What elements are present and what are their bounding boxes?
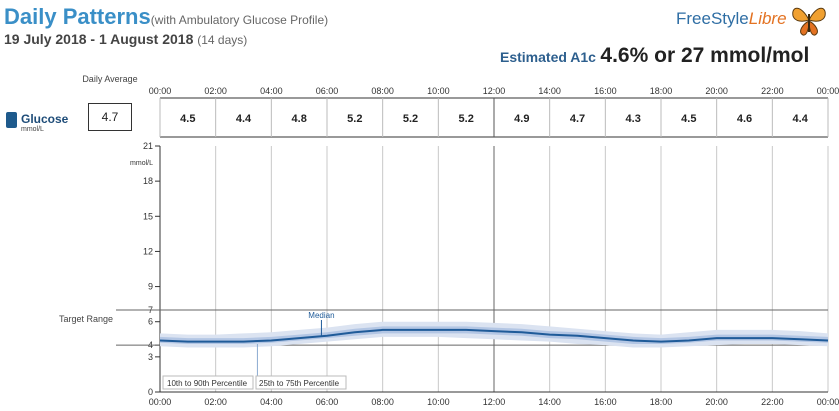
x-tick-label-bottom: 10:00 xyxy=(427,397,450,407)
percentile-25-75-box xyxy=(255,375,347,390)
y-tick-label: 15 xyxy=(143,211,153,221)
brand-main: FreeStyle xyxy=(676,9,749,28)
x-tick-label-top: 06:00 xyxy=(316,86,339,96)
x-tick-label-top: 22:00 xyxy=(761,86,784,96)
y-tick-label: 18 xyxy=(143,176,153,186)
hourly-average-value: 4.9 xyxy=(514,113,529,125)
x-tick-label-bottom: 00:00 xyxy=(817,397,839,407)
hourly-average-value: 4.6 xyxy=(737,113,752,125)
y-tick-label: 0 xyxy=(148,387,153,397)
y-unit-label: mmol/L xyxy=(130,160,153,167)
median-line xyxy=(159,328,829,343)
percentile-25-75-annotation: 25th to 75th Percentile xyxy=(259,379,340,388)
days-count: (14 days) xyxy=(197,33,248,47)
x-tick-label-top: 20:00 xyxy=(705,86,728,96)
date-range-text: 19 July 2018 - 1 August 2018 xyxy=(4,31,194,47)
glucose-label: Glucose xyxy=(21,112,69,126)
hourly-average-value: 4.5 xyxy=(681,113,696,125)
daily-average-value: 4.7 xyxy=(88,103,132,131)
x-tick-label-bottom: 22:00 xyxy=(761,397,784,407)
band-25-75-percentile xyxy=(160,326,828,344)
x-tick-label-top: 00:00 xyxy=(149,86,172,96)
hourly-average-value: 4.8 xyxy=(292,113,307,125)
hourly-average-value: 5.2 xyxy=(403,113,418,125)
hourly-average-value: 4.4 xyxy=(236,113,252,125)
x-tick-label-bottom: 04:00 xyxy=(260,397,283,407)
y-tick-label: 3 xyxy=(148,352,153,362)
butterfly-icon xyxy=(792,7,826,36)
x-tick-label-bottom: 14:00 xyxy=(538,397,561,407)
estimated-a1c: Estimated A1c 4.6% or 27 mmol/mol xyxy=(500,44,809,68)
hourly-average-value: 4.7 xyxy=(570,113,585,125)
brand-logo: FreeStyleLibre xyxy=(676,9,787,29)
page-title: Daily Patterns(with Ambulatory Glucose P… xyxy=(4,4,328,30)
x-tick-label-bottom: 18:00 xyxy=(650,397,673,407)
brand-accent: Libre xyxy=(748,9,787,28)
x-tick-label-top: 14:00 xyxy=(538,86,561,96)
median-annotation: Median xyxy=(308,311,334,320)
title-text: Daily Patterns xyxy=(4,4,151,29)
a1c-label: Estimated A1c xyxy=(500,49,596,65)
date-range: 19 July 2018 - 1 August 2018 (14 days) xyxy=(4,31,247,47)
hourly-average-value: 4.3 xyxy=(626,113,641,125)
x-tick-label-bottom: 20:00 xyxy=(705,397,728,407)
x-tick-label-bottom: 16:00 xyxy=(594,397,617,407)
x-tick-label-bottom: 12:00 xyxy=(483,397,506,407)
hourly-average-value: 4.5 xyxy=(180,113,195,125)
x-tick-label-top: 00:00 xyxy=(817,86,839,96)
y-tick-label: 6 xyxy=(148,317,153,327)
glucose-sensor-icon xyxy=(6,112,17,128)
x-tick-label-bottom: 02:00 xyxy=(204,397,227,407)
hourly-average-value: 4.4 xyxy=(793,113,809,125)
x-tick-label-bottom: 00:00 xyxy=(149,397,172,407)
y-tick-label: 21 xyxy=(143,141,153,151)
x-tick-label-top: 16:00 xyxy=(594,86,617,96)
hourly-average-value: 5.2 xyxy=(459,113,474,125)
percentile-10-90-box xyxy=(162,375,254,390)
x-tick-label-top: 08:00 xyxy=(371,86,394,96)
y-tick-label: 12 xyxy=(143,246,153,256)
hourly-average-value: 5.2 xyxy=(347,113,362,125)
x-tick-label-top: 04:00 xyxy=(260,86,283,96)
x-tick-label-top: 02:00 xyxy=(204,86,227,96)
y-tick-label: 9 xyxy=(148,282,153,292)
target-range-label: Target Range xyxy=(58,314,114,324)
x-tick-label-top: 10:00 xyxy=(427,86,450,96)
a1c-value: 4.6% or 27 mmol/mol xyxy=(600,44,810,67)
x-tick-label-bottom: 08:00 xyxy=(371,397,394,407)
x-tick-label-bottom: 06:00 xyxy=(316,397,339,407)
glucose-unit: mmol/L xyxy=(21,126,44,133)
x-tick-label-top: 18:00 xyxy=(650,86,673,96)
daily-average-label: Daily Average xyxy=(82,74,138,84)
percentile-10-90-annotation: 10th to 90th Percentile xyxy=(167,379,248,388)
x-tick-label-top: 12:00 xyxy=(483,86,506,96)
title-subtitle: (with Ambulatory Glucose Profile) xyxy=(150,13,329,27)
